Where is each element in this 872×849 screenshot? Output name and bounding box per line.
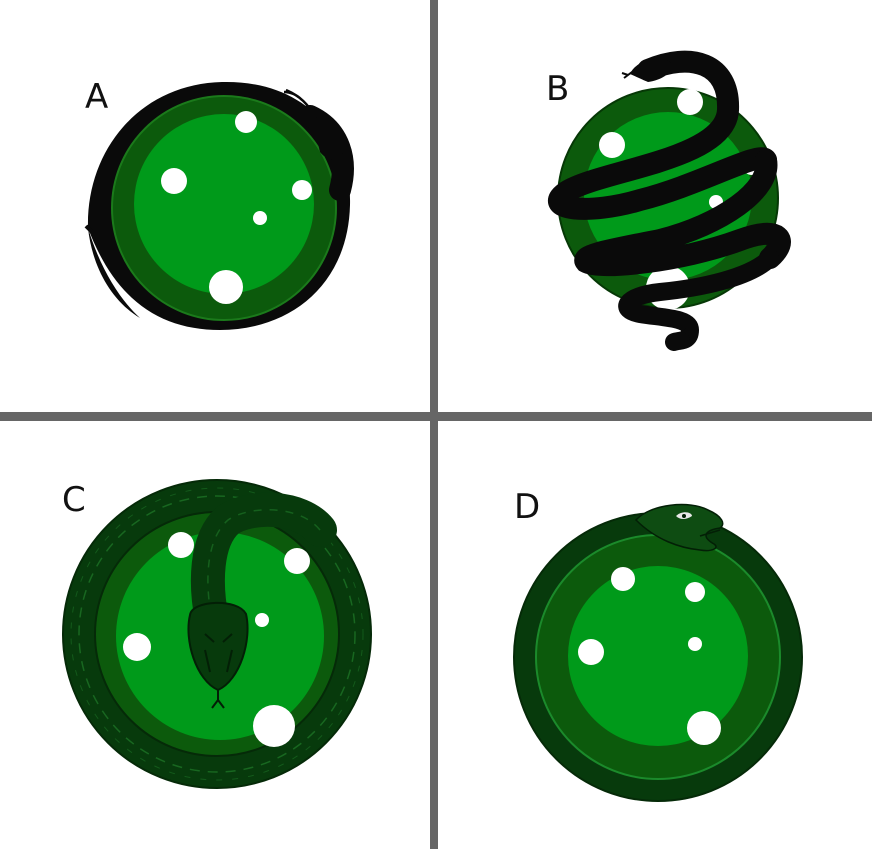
panel-label-a: A	[85, 80, 108, 114]
panel-a-illustration	[86, 82, 350, 330]
divider-horizontal	[0, 412, 872, 421]
divider-vertical-top	[430, 0, 438, 412]
panel-d-spot	[687, 711, 721, 745]
panel-a-spot	[209, 270, 243, 304]
panel-label-c: C	[62, 483, 86, 517]
panel-a-spot	[235, 111, 257, 133]
panel-a-sphere-core	[134, 114, 314, 294]
panel-d-spot	[578, 639, 604, 665]
panel-c-spot	[284, 548, 310, 574]
panel-a-spot	[292, 180, 312, 200]
panel-a-spot	[161, 168, 187, 194]
panel-b-snake-head	[630, 58, 672, 82]
panel-label-d: D	[514, 490, 540, 524]
panel-b-spot	[677, 89, 703, 115]
panel-d-spot	[688, 637, 702, 651]
panel-b-spot	[599, 132, 625, 158]
panel-b-snake-tongue	[622, 72, 632, 78]
panel-d-illustration	[514, 505, 802, 801]
panel-c-spot	[123, 633, 151, 661]
panel-d-snake-pupil	[682, 514, 686, 518]
panel-a-spot	[253, 211, 267, 225]
panel-c-spot	[168, 532, 194, 558]
panel-c-illustration	[63, 480, 371, 788]
panel-c-spot	[255, 613, 269, 627]
divider-vertical-bottom	[430, 421, 438, 849]
panel-b-illustration	[558, 58, 780, 344]
panel-d-spot	[685, 582, 705, 602]
panel-label-b: B	[546, 72, 569, 106]
panel-d-spot	[611, 567, 635, 591]
panel-c-spot	[253, 705, 295, 747]
